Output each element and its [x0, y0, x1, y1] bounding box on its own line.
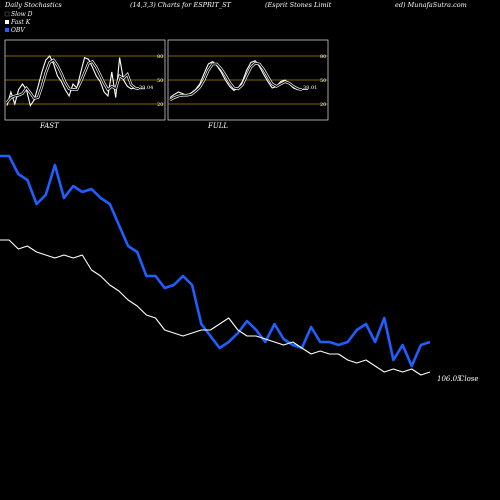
fast-panel-label: FAST	[39, 122, 60, 130]
obv-line	[0, 154, 431, 368]
chart-title: Daily Stochastics	[4, 1, 62, 9]
legend-swatch-fast-k	[5, 20, 9, 24]
fast-panel: 20 50 80 39.04 FAST	[4, 39, 166, 130]
full-lines	[169, 60, 308, 102]
full-tick-label-50: 50	[320, 78, 326, 84]
fast-grid: 20 50 80	[5, 54, 165, 108]
price-lines	[0, 154, 431, 376]
legend-label-slow-d: Slow D	[11, 11, 33, 18]
chart-params: (14,3,3) Charts for ESPRIT_ST	[130, 1, 232, 9]
fast-tick-label-20: 20	[157, 102, 163, 108]
close-line	[0, 239, 431, 376]
full-tick-label-20: 20	[320, 102, 326, 108]
full-panel: 20 50 80 38.01 FULL	[167, 39, 329, 130]
legend-label-fast-k: Fast K	[10, 19, 31, 26]
price-panel: 106.05 Close	[0, 154, 479, 383]
full-tick-label-80: 80	[320, 54, 326, 60]
legend-label-obv: OBV	[11, 27, 25, 34]
full-panel-label: FULL	[207, 122, 228, 130]
close-word: Close	[459, 375, 479, 383]
fast-slow-d-line	[6, 59, 140, 103]
fast-tick-label-50: 50	[157, 78, 163, 84]
company-name: (Esprit Stones Limit	[265, 1, 332, 9]
legend-swatch-slow-d	[4, 11, 10, 17]
full-slow-d-line	[169, 62, 303, 101]
full-last-value: 38.01	[303, 85, 317, 91]
last-close-value: 106.05	[437, 375, 462, 383]
legend: Slow D Fast K OBV	[4, 11, 33, 34]
full-fast-k-line	[169, 60, 302, 99]
fast-tick-label-80: 80	[157, 54, 163, 60]
fast-last-value: 39.04	[139, 85, 153, 91]
fast-lines	[5, 55, 145, 107]
full-grid: 20 50 80	[168, 54, 328, 108]
site-name: ed) MunafaSutra.com	[395, 1, 467, 9]
legend-swatch-obv	[5, 28, 9, 32]
